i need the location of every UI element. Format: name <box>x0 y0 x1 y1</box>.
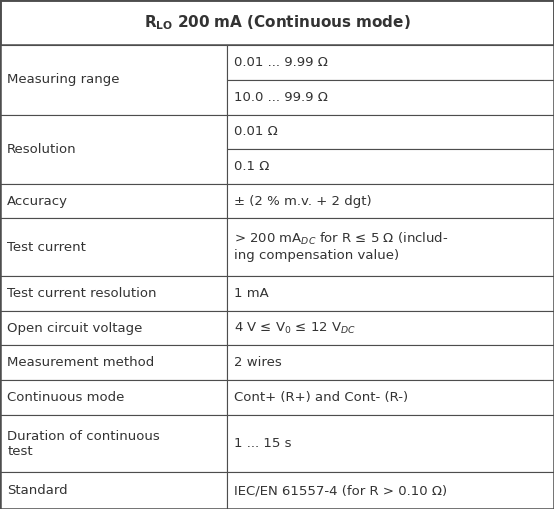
Text: Resolution: Resolution <box>7 143 77 156</box>
Bar <box>0 218 227 276</box>
Bar <box>227 311 554 346</box>
Bar <box>0 472 227 509</box>
Text: 0.01 Ω: 0.01 Ω <box>234 125 278 138</box>
Text: Measuring range: Measuring range <box>7 73 120 87</box>
Bar <box>0 276 227 311</box>
Bar <box>227 276 554 311</box>
Text: ± (2 % m.v. + 2 dgt): ± (2 % m.v. + 2 dgt) <box>234 194 372 208</box>
Text: 0.01 ... 9.99 Ω: 0.01 ... 9.99 Ω <box>234 56 328 69</box>
Text: Duration of continuous
test: Duration of continuous test <box>7 430 160 458</box>
Bar <box>227 149 554 184</box>
Text: Cont+ (R+) and Cont- (R-): Cont+ (R+) and Cont- (R-) <box>234 391 408 404</box>
Text: 0.1 Ω: 0.1 Ω <box>234 160 270 173</box>
Bar <box>227 45 554 80</box>
Text: > 200 mA$_{DC}$ for R ≤ 5 Ω (includ-: > 200 mA$_{DC}$ for R ≤ 5 Ω (includ- <box>234 231 449 247</box>
Bar <box>0 311 227 346</box>
Bar <box>0 346 227 380</box>
Bar <box>227 472 554 509</box>
Text: 1 ... 15 s: 1 ... 15 s <box>234 437 292 450</box>
Text: Measurement method: Measurement method <box>7 356 155 369</box>
Bar <box>227 346 554 380</box>
Text: 4 V ≤ V$_0$ ≤ 12 V$_{DC}$: 4 V ≤ V$_0$ ≤ 12 V$_{DC}$ <box>234 321 356 335</box>
Bar <box>227 380 554 415</box>
Text: Continuous mode: Continuous mode <box>7 391 125 404</box>
Text: 2 wires: 2 wires <box>234 356 282 369</box>
Bar <box>227 184 554 218</box>
Text: Test current resolution: Test current resolution <box>7 287 157 300</box>
Bar <box>227 80 554 115</box>
Text: Test current: Test current <box>7 241 86 254</box>
Bar <box>0 115 227 184</box>
Bar <box>0 0 554 45</box>
Bar <box>227 218 554 276</box>
Text: 1 mA: 1 mA <box>234 287 269 300</box>
Text: Open circuit voltage: Open circuit voltage <box>7 322 142 334</box>
Bar <box>0 380 227 415</box>
Text: Accuracy: Accuracy <box>7 194 68 208</box>
Bar <box>0 45 227 115</box>
Bar <box>0 415 227 472</box>
Text: IEC/EN 61557-4 (for R > 0.10 Ω): IEC/EN 61557-4 (for R > 0.10 Ω) <box>234 484 448 497</box>
Bar <box>227 415 554 472</box>
Text: $\mathbf{R_{LO}}$ $\mathbf{200\ mA\ (Continuous\ mode)}$: $\mathbf{R_{LO}}$ $\mathbf{200\ mA\ (Con… <box>143 13 411 32</box>
Bar <box>0 184 227 218</box>
Text: Standard: Standard <box>7 484 68 497</box>
Text: 10.0 ... 99.9 Ω: 10.0 ... 99.9 Ω <box>234 91 328 104</box>
Bar <box>227 115 554 149</box>
Text: ing compensation value): ing compensation value) <box>234 249 399 262</box>
